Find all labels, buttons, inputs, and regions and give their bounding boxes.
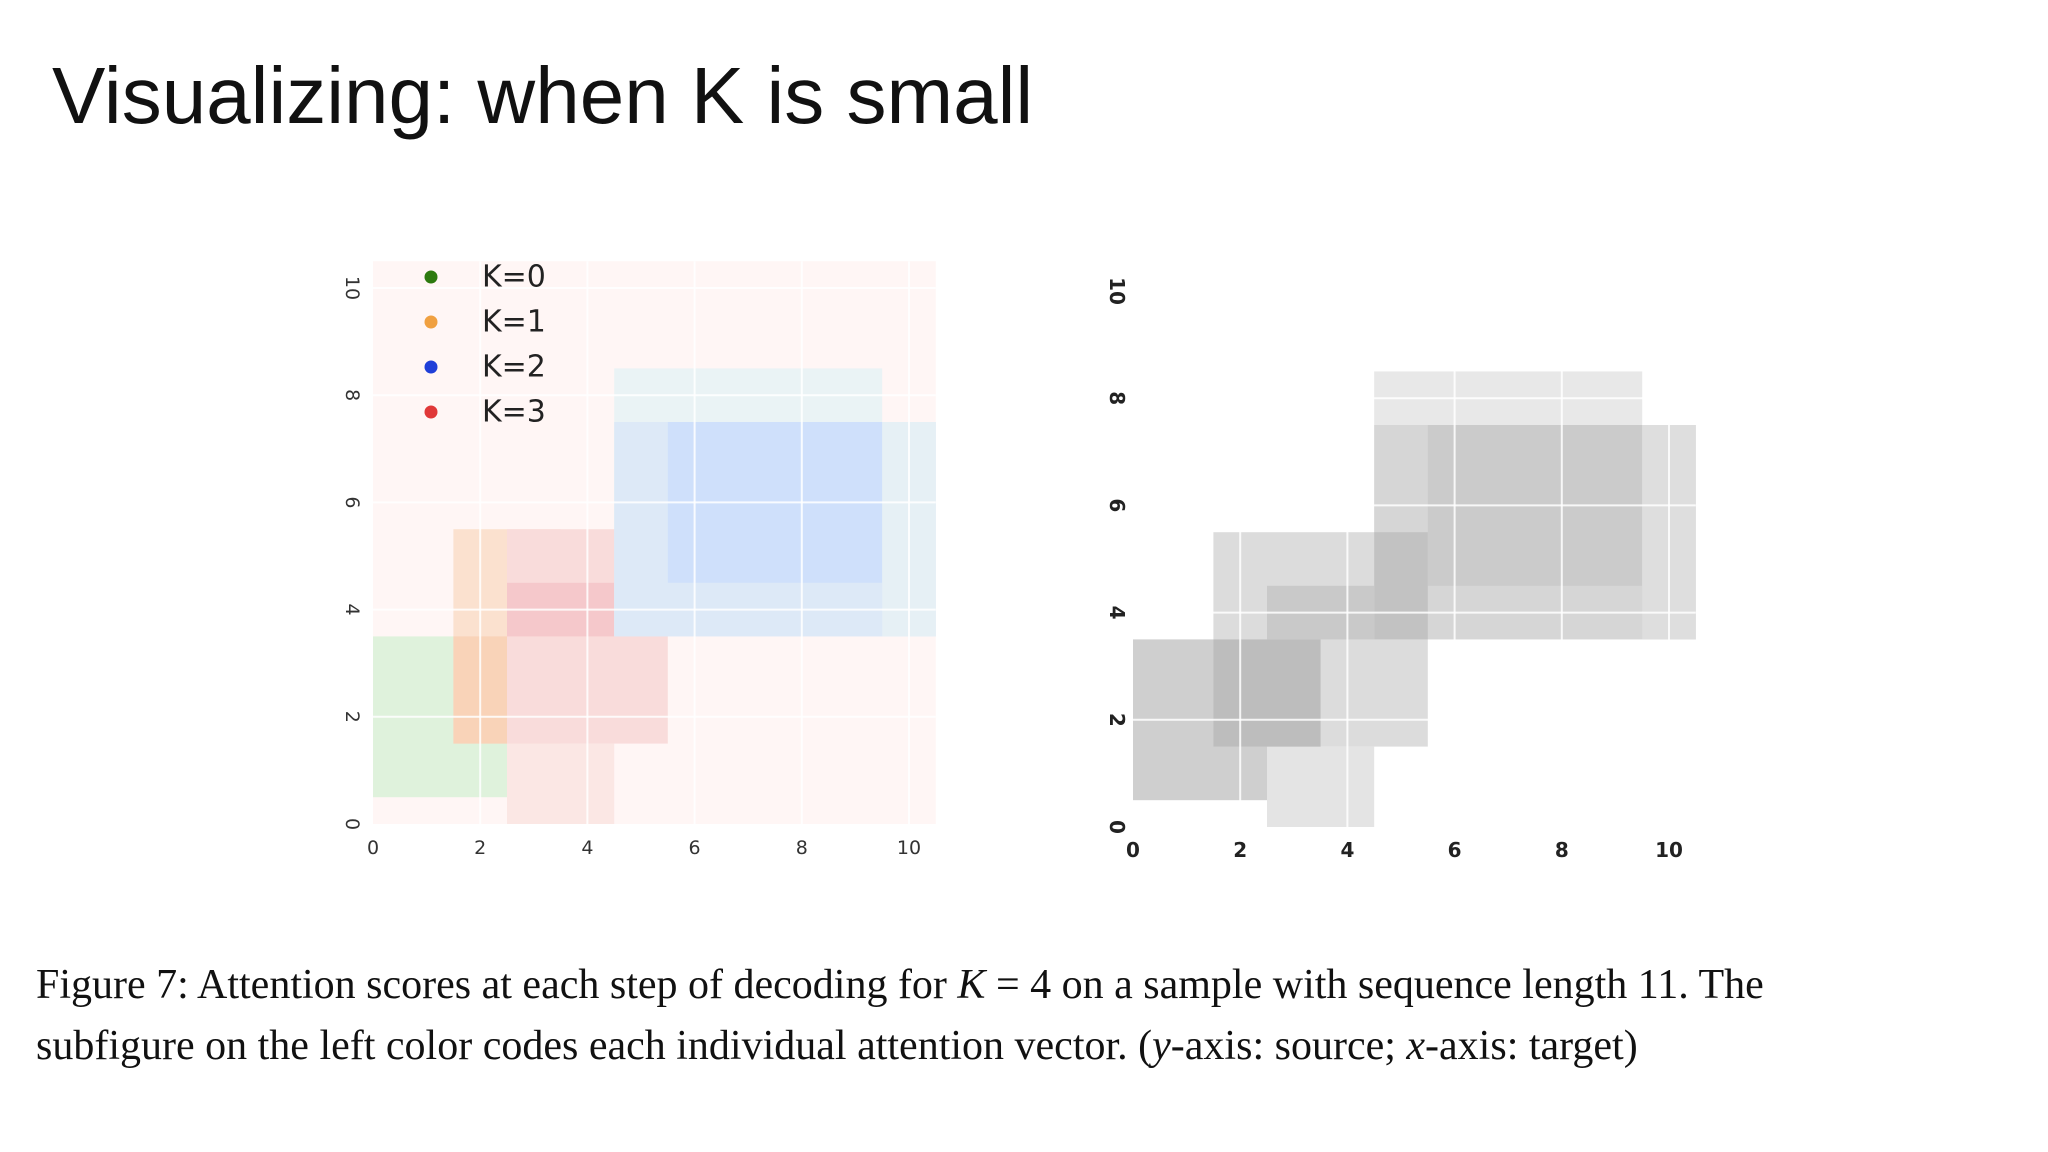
y-tick-label: 0 [1105, 820, 1129, 834]
y-tick-label: 2 [341, 711, 363, 723]
legend-marker-icon [424, 360, 438, 374]
caption-k-symbol: K [957, 962, 986, 1008]
x-tick-label: 0 [1126, 838, 1140, 862]
x-tick-label: 4 [1340, 838, 1354, 862]
y-tick-label: 0 [341, 818, 363, 830]
colored-x-tick-labels: 0 2 4 6 8 10 [367, 837, 921, 859]
caption-y-symbol: y [1152, 1023, 1171, 1069]
grayscale-y-tick-labels: 0 2 4 6 8 10 [1105, 277, 1129, 834]
legend: K=0 K=1 K=2 K=3 [424, 260, 546, 430]
x-tick-label: 10 [897, 837, 921, 859]
x-tick-label: 8 [796, 837, 808, 859]
legend-label: K=3 [482, 395, 546, 430]
legend-label: K=0 [482, 260, 546, 295]
heatmap-cell [1267, 746, 1375, 827]
caption-line-1: Figure 7: Attention scores at each step … [36, 962, 1764, 1008]
y-tick-label: 8 [1105, 391, 1129, 405]
legend-marker-icon [424, 405, 438, 419]
y-tick-label: 8 [341, 389, 363, 401]
caption-text: -axis: source; [1170, 1023, 1407, 1069]
y-tick-label: 10 [1105, 277, 1129, 305]
y-tick-label: 10 [341, 276, 363, 300]
colored-heatmap-gridlines [373, 261, 936, 824]
colored-attention-heatmap: 0 2 4 6 8 10 0 2 4 6 8 10 K=0 K=1 K=2 K=3 [341, 260, 936, 859]
x-tick-label: 2 [1233, 838, 1247, 862]
legend-marker-icon [424, 315, 438, 329]
slide-title: Visualizing: when K is small [52, 51, 1034, 140]
grayscale-attention-heatmap: 0 2 4 6 8 10 0 2 4 6 8 10 [1105, 264, 1696, 862]
legend-label: K=1 [482, 305, 546, 340]
x-tick-label: 4 [581, 837, 593, 859]
x-tick-label: 8 [1555, 838, 1569, 862]
grayscale-x-tick-labels: 0 2 4 6 8 10 [1126, 838, 1683, 862]
y-tick-label: 2 [1105, 713, 1129, 727]
caption-text: = 4 on a sample with sequence length 11.… [985, 962, 1764, 1008]
x-tick-label: 6 [689, 837, 701, 859]
caption-text: Figure 7: Attention scores at each step … [36, 962, 958, 1008]
heatmap-cell [1213, 639, 1321, 747]
y-tick-label: 6 [341, 496, 363, 508]
legend-label: K=2 [482, 350, 546, 385]
x-tick-label: 2 [474, 837, 486, 859]
x-tick-label: 0 [367, 837, 379, 859]
heatmap-cell [1374, 532, 1428, 640]
x-tick-label: 6 [1448, 838, 1462, 862]
caption-text: subfigure on the left color codes each i… [36, 1023, 1153, 1069]
caption-line-2: subfigure on the left color codes each i… [36, 1023, 1638, 1069]
figure-caption: Figure 7: Attention scores at each step … [36, 955, 2026, 1077]
colored-y-tick-labels: 0 2 4 6 8 10 [341, 276, 363, 830]
caption-x-symbol: x [1406, 1023, 1426, 1069]
grayscale-heatmap-cells [1133, 264, 1696, 827]
y-tick-label: 4 [1105, 606, 1129, 620]
x-tick-label: 10 [1655, 838, 1683, 862]
legend-marker-icon [424, 270, 438, 284]
y-tick-label: 6 [1105, 498, 1129, 512]
heatmap-cell [507, 743, 615, 824]
y-tick-label: 4 [341, 604, 363, 616]
caption-text: -axis: target) [1425, 1023, 1638, 1069]
grayscale-heatmap-gridlines [1133, 264, 1696, 827]
